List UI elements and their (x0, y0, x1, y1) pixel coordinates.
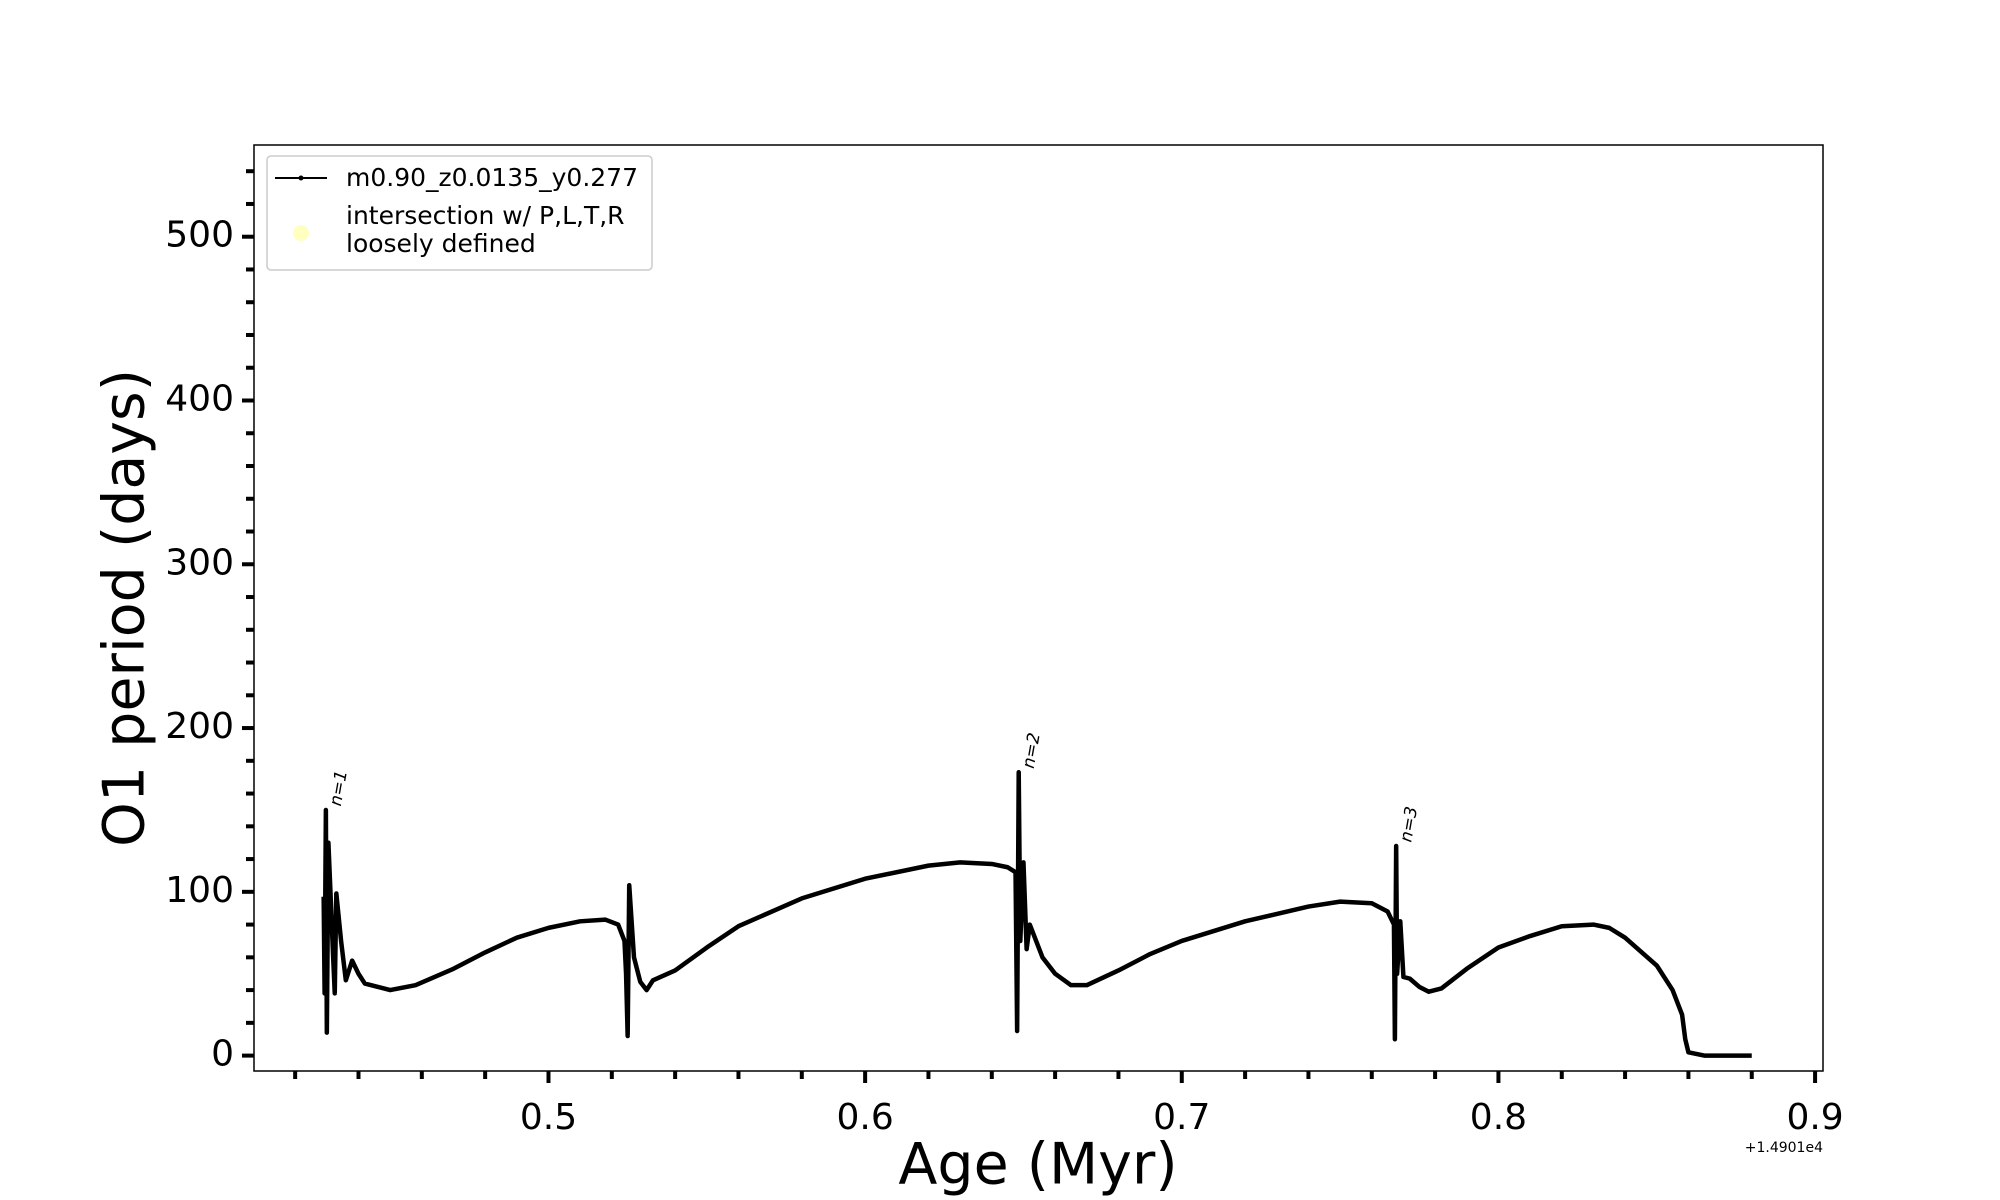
plot-frame (253, 144, 1824, 1072)
y-tick-label: 300 (165, 542, 234, 583)
annotation: n=1 (326, 769, 352, 808)
y-tick-label: 0 (211, 1034, 234, 1075)
legend-label: intersection w/ P,L,T,R loosely defined (346, 201, 625, 258)
legend-label-line: intersection w/ P,L,T,R (346, 201, 625, 230)
x-axis-label: Age (Myr) (898, 1132, 1177, 1198)
annotation: n=3 (1396, 805, 1422, 844)
legend-marker (293, 225, 309, 241)
x-tick-label: 0.6 (837, 1097, 894, 1138)
y-tick-label: 500 (165, 215, 234, 256)
y-tick-label: 100 (165, 870, 234, 911)
y-axis-label: O1 period (days) (92, 369, 158, 847)
y-tick-label: 400 (165, 378, 234, 419)
y-tick-label: 200 (165, 706, 234, 747)
x-tick-label: 0.9 (1786, 1097, 1843, 1138)
legend-box (266, 155, 653, 271)
x-offset-label: +1.4901e4 (1745, 1140, 1823, 1156)
annotation: n=2 (1019, 731, 1045, 770)
legend-label: m0.90_z0.0135_y0.277 (346, 163, 638, 192)
x-tick-label: 0.7 (1153, 1097, 1210, 1138)
data-line (321, 770, 1752, 1058)
legend-marker (298, 175, 304, 181)
x-tick-label: 0.8 (1470, 1097, 1527, 1138)
legend-label-line: loosely defined (346, 229, 536, 258)
x-tick-label: 0.5 (520, 1097, 577, 1138)
